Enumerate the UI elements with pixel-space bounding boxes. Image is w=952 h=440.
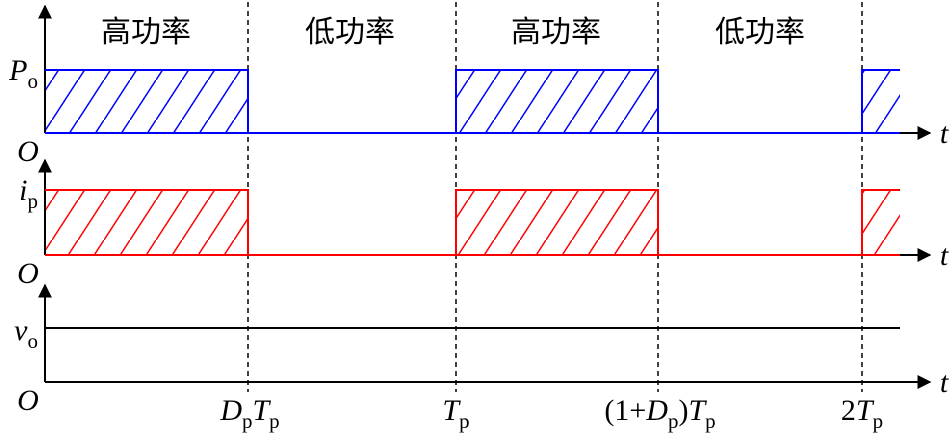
row-label: Po [8,54,38,93]
time-tick-label-text: T [688,394,707,427]
time-tick-label-subscript: p [705,409,716,433]
row-label-subscript: p [28,189,39,213]
time-tick-label-subscript: p [459,409,470,433]
row-label-subscript: o [28,329,39,353]
time-axis-label: t [940,117,949,150]
row-label-text: P [8,54,27,87]
region-label: 低功率 [305,15,395,50]
time-tick-label: 2Tp [841,394,883,433]
time-tick-label-subscript: p [873,409,884,433]
time-tick-label-text: T [442,394,461,427]
time-tick-label-text: ) [678,394,688,427]
row-label-text: i [19,174,27,207]
power-line [45,69,900,134]
origin-label: O [17,135,39,168]
time-tick-label-text: 2 [841,394,856,427]
time-tick-label-subscript: p [269,409,280,433]
origin-label: O [17,257,39,290]
time-tick-label-text: (1+ [604,394,646,427]
power-waveform [45,70,900,133]
row-label-subscript: o [28,69,39,93]
origin-label: O [17,384,39,417]
time-tick-label: DpTp [219,394,279,433]
region-label: 高功率 [511,15,601,50]
time-axis-label: t [940,239,949,272]
row-label-text: v [14,314,28,347]
time-tick-label-subscript: p [242,409,253,433]
time-tick-label-text: T [252,394,271,427]
time-tick-label: Tp [442,394,469,433]
current-line [45,189,900,256]
time-tick-label-text: D [645,394,668,427]
current-waveform [45,190,900,255]
time-tick-label-text: D [219,394,242,427]
time-tick-label: (1+Dp)Tp [604,394,715,433]
time-axis-label: t [940,366,949,399]
row-label: ip [19,174,38,213]
region-label: 高功率 [101,15,191,50]
time-tick-label-text: T [856,394,875,427]
time-tick-label-subscript: p [668,409,679,433]
row-label: vo [14,314,38,353]
region-label: 低功率 [715,15,805,50]
